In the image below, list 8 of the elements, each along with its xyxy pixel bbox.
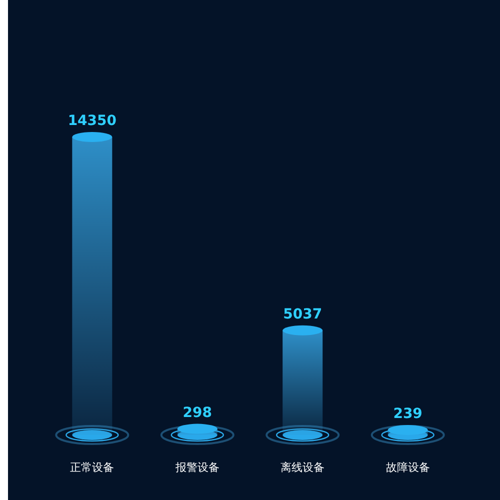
data-label: 239 (393, 406, 422, 422)
data-label: 298 (182, 404, 212, 421)
x-tick-label: 离线设备 (280, 461, 325, 474)
x-tick-label: 正常设备 (70, 461, 114, 474)
x-tick-label: 报警设备 (174, 461, 220, 474)
x-tick-label: 故障设备 (386, 461, 430, 474)
data-label: 14350 (68, 113, 117, 129)
data-label: 5037 (283, 306, 322, 322)
